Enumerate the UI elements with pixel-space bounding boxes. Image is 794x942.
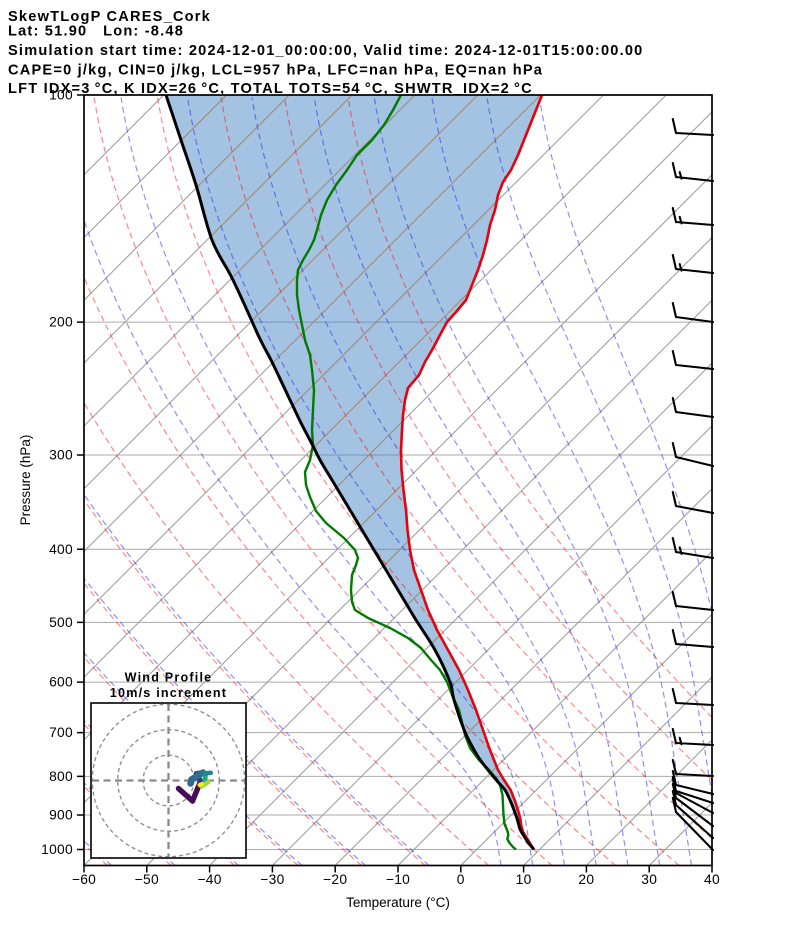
svg-text:800: 800 bbox=[49, 769, 73, 784]
svg-text:10: 10 bbox=[516, 872, 532, 887]
svg-text:Temperature (°C): Temperature (°C) bbox=[346, 895, 450, 910]
svg-text:1000: 1000 bbox=[41, 842, 73, 857]
svg-text:Wind Profile: Wind Profile bbox=[125, 671, 213, 685]
svg-text:−30: −30 bbox=[260, 872, 284, 887]
svg-text:−20: −20 bbox=[323, 872, 347, 887]
svg-text:20: 20 bbox=[578, 872, 594, 887]
svg-text:Simulation start time: 2024-12: Simulation start time: 2024-12-01_00:00:… bbox=[8, 43, 643, 59]
svg-text:Lat: 51.90 Lon: -8.48: Lat: 51.90 Lon: -8.48 bbox=[8, 24, 184, 40]
svg-text:40: 40 bbox=[704, 872, 720, 887]
svg-text:−10: −10 bbox=[386, 872, 410, 887]
svg-text:500: 500 bbox=[49, 615, 73, 630]
svg-text:0: 0 bbox=[457, 872, 465, 887]
svg-text:−50: −50 bbox=[135, 872, 159, 887]
svg-text:700: 700 bbox=[49, 725, 73, 740]
svg-text:Pressure (hPa): Pressure (hPa) bbox=[18, 435, 33, 526]
svg-text:200: 200 bbox=[49, 315, 73, 330]
svg-text:−60: −60 bbox=[72, 872, 96, 887]
svg-text:600: 600 bbox=[49, 675, 73, 690]
svg-text:10m/s increment: 10m/s increment bbox=[110, 686, 227, 700]
svg-text:SkewTLogP CARES_Cork: SkewTLogP CARES_Cork bbox=[8, 9, 211, 25]
svg-text:LFT IDX=3 °C, K IDX=26 °C, TOT: LFT IDX=3 °C, K IDX=26 °C, TOTAL TOTS=54… bbox=[8, 81, 533, 97]
svg-text:300: 300 bbox=[49, 447, 73, 462]
svg-text:−40: −40 bbox=[197, 872, 221, 887]
svg-text:CAPE=0 j/kg, CIN=0 j/kg, LCL=9: CAPE=0 j/kg, CIN=0 j/kg, LCL=957 hPa, LF… bbox=[8, 62, 543, 78]
svg-text:400: 400 bbox=[49, 542, 73, 557]
svg-text:30: 30 bbox=[641, 872, 657, 887]
svg-text:100: 100 bbox=[49, 88, 73, 103]
svg-text:900: 900 bbox=[49, 807, 73, 822]
